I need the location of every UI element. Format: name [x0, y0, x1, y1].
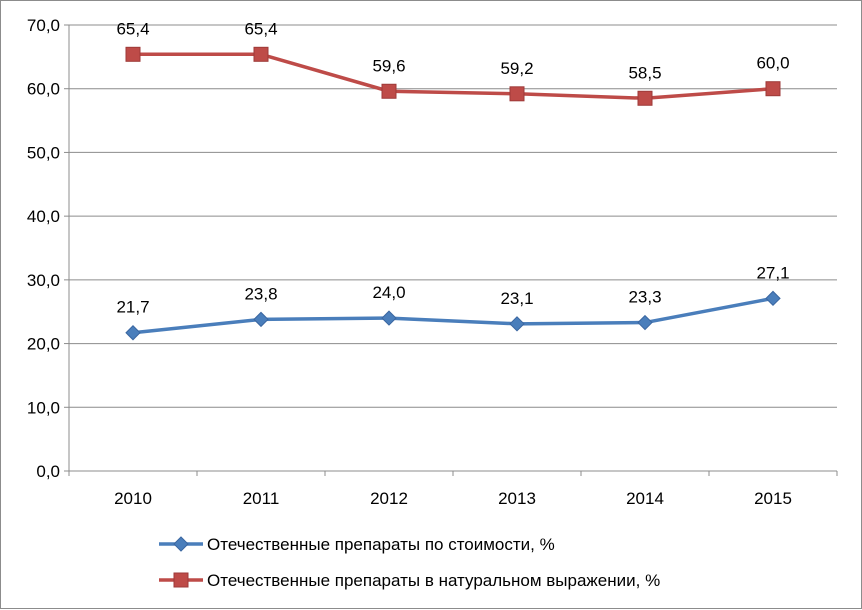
data-label: 27,1 [756, 263, 789, 282]
x-axis-ticks: 2010 2011 2012 2013 2014 2015 [68, 471, 838, 508]
legend-label: Отечественные препараты по стоимости, % [207, 535, 555, 554]
data-point [173, 572, 189, 588]
y-axis-ticks: 0,0 10,0 20,0 30,0 40,0 50,0 60,0 70,0 [27, 16, 69, 481]
y-tick-label: 60,0 [27, 80, 60, 99]
data-label: 23,1 [500, 289, 533, 308]
x-tick-label: 2011 [243, 489, 280, 508]
series-line [133, 52, 774, 101]
series-line [132, 296, 774, 335]
x-tick-label: 2012 [370, 489, 408, 508]
x-tick-label: 2014 [626, 489, 664, 508]
data-labels: 21,7 23,8 24,0 23,1 23,3 27,1 65,4 65,4 59,6 59,2… [116, 19, 789, 316]
data-point [637, 314, 653, 331]
data-label: 59,2 [500, 59, 533, 78]
legend-label: Отечественные препараты в натуральном вы… [207, 571, 660, 590]
data-point [509, 86, 525, 102]
y-tick-label: 50,0 [27, 143, 60, 162]
data-point [509, 316, 525, 332]
y-tick-label: 0,0 [36, 462, 60, 481]
data-label: 24,0 [372, 283, 405, 302]
data-point [173, 536, 189, 552]
x-tick-label: 2010 [114, 489, 152, 508]
data-point [125, 325, 141, 341]
series-group [125, 46, 781, 341]
y-tick-label: 70,0 [27, 16, 60, 35]
data-point [381, 310, 397, 326]
data-point [253, 46, 269, 62]
legend: Отечественные препараты по стоимости, % О… [159, 535, 660, 590]
data-point [253, 311, 269, 328]
data-label: 23,3 [628, 288, 661, 307]
gridlines [69, 24, 837, 408]
data-label: 23,8 [244, 284, 277, 303]
data-label: 60,0 [756, 54, 789, 73]
data-label: 58,5 [628, 63, 661, 82]
x-tick-label: 2013 [498, 489, 536, 508]
data-point [125, 46, 141, 62]
data-label: 65,4 [244, 19, 277, 38]
data-point [765, 81, 781, 97]
y-tick-label: 20,0 [27, 335, 60, 354]
data-point [765, 290, 781, 307]
data-point [381, 83, 397, 99]
data-label: 59,6 [372, 56, 405, 75]
y-tick-label: 10,0 [27, 398, 60, 417]
x-tick-label: 2015 [754, 489, 792, 508]
y-tick-label: 30,0 [27, 271, 60, 290]
data-point [637, 90, 653, 106]
y-tick-label: 40,0 [27, 207, 60, 226]
data-label: 65,4 [116, 19, 149, 38]
data-label: 21,7 [116, 298, 149, 317]
